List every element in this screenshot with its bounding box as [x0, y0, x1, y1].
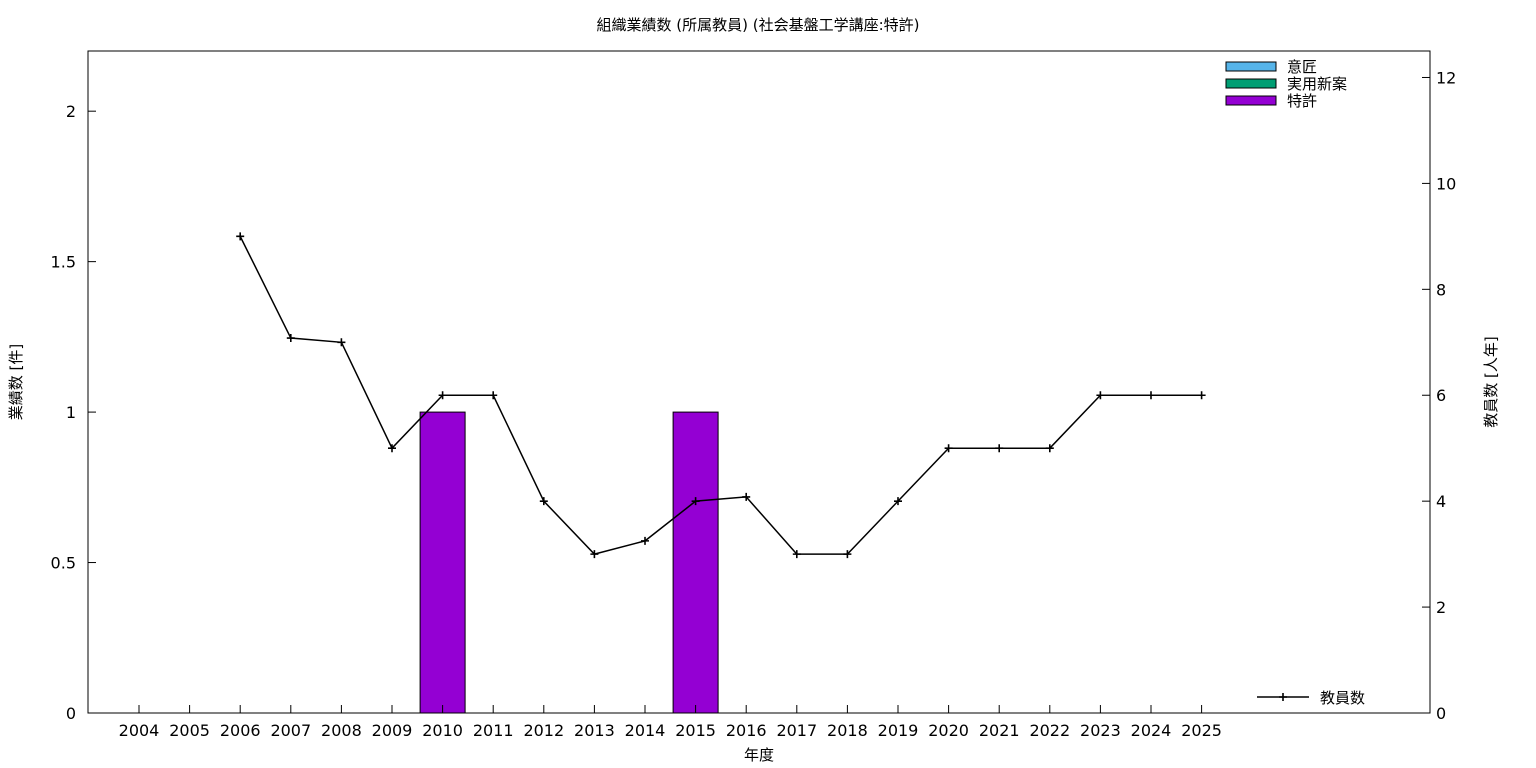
y-axis-label: 業績数 [件]	[7, 344, 25, 420]
x-tick-label: 2017	[776, 721, 817, 740]
data-point	[894, 497, 902, 506]
data-point	[388, 444, 396, 453]
plot-frame	[87, 50, 1431, 714]
x-tick-label: 2007	[270, 721, 311, 740]
x-tick-label: 2021	[979, 721, 1020, 740]
data-point	[843, 550, 852, 559]
legend-label: 実用新案	[1287, 75, 1347, 93]
data-point	[691, 497, 700, 506]
x-tick-label: 2012	[523, 721, 564, 740]
x-tick-label: 2016	[726, 721, 767, 740]
data-point	[944, 444, 953, 453]
bar	[672, 411, 719, 714]
y-tick-label: 1	[66, 403, 76, 422]
x-tick-label: 2008	[321, 721, 362, 740]
y-tick-label: 1.5	[51, 253, 76, 272]
data-point	[995, 444, 1004, 453]
data-point	[641, 536, 649, 545]
x-tick-label: 2015	[675, 721, 716, 740]
x-tick-label: 2018	[827, 721, 868, 740]
x-tick-label: 2019	[878, 721, 919, 740]
x-tick-label: 2011	[473, 721, 514, 740]
x-tick-label: 2025	[1181, 721, 1222, 740]
line-layer	[236, 232, 1206, 559]
data-point	[337, 338, 346, 347]
x-tick-label: 2004	[119, 721, 160, 740]
data-point	[438, 391, 447, 400]
y-tick-label: 0.5	[51, 554, 76, 573]
data-point	[236, 232, 245, 241]
x-tick-label: 2005	[169, 721, 210, 740]
legend-swatch	[1225, 61, 1277, 72]
y2-tick-label: 0	[1436, 704, 1446, 723]
legend-label: 特許	[1287, 92, 1317, 110]
data-point	[1096, 391, 1105, 400]
x-tick-label: 2024	[1131, 721, 1172, 740]
legend-marker	[1279, 693, 1287, 701]
x-tick-label: 2014	[625, 721, 666, 740]
y2-tick-label: 8	[1436, 280, 1446, 299]
x-axis-label: 年度	[744, 746, 774, 764]
data-point	[590, 550, 599, 559]
data-point	[489, 391, 498, 400]
x-tick-label: 2013	[574, 721, 615, 740]
legend-swatch	[1225, 78, 1277, 89]
series-line	[239, 236, 1202, 555]
data-point	[742, 492, 751, 501]
data-point	[286, 334, 295, 343]
bars-layer	[419, 411, 719, 714]
y2-tick-label: 12	[1436, 68, 1456, 87]
y-tick-label: 0	[66, 704, 76, 723]
data-point	[1147, 391, 1155, 400]
y2-tick-label: 4	[1436, 492, 1446, 511]
data-point	[1045, 444, 1054, 453]
y2-tick-label: 6	[1436, 386, 1446, 405]
y-tick-label: 2	[66, 102, 76, 121]
legend-label: 意匠	[1287, 58, 1317, 76]
x-tick-label: 2010	[422, 721, 463, 740]
y2-axis-label: 教員数 [人年]	[1482, 336, 1500, 427]
y2-tick-label: 2	[1436, 598, 1446, 617]
data-point	[1197, 391, 1206, 400]
y2-tick-label: 10	[1436, 174, 1456, 193]
x-tick-label: 2023	[1080, 721, 1121, 740]
data-point	[539, 497, 548, 506]
x-tick-label: 2022	[1029, 721, 1070, 740]
bar	[419, 411, 466, 714]
x-tick-label: 2009	[372, 721, 413, 740]
chart-title: 組織業績数 (所属教員) (社会基盤工学講座:特許)	[596, 16, 919, 34]
data-point	[792, 550, 801, 559]
x-tick-label: 2020	[928, 721, 969, 740]
legend-label: 教員数	[1320, 689, 1365, 707]
x-tick-label: 2006	[220, 721, 261, 740]
legend-swatch	[1225, 95, 1277, 106]
